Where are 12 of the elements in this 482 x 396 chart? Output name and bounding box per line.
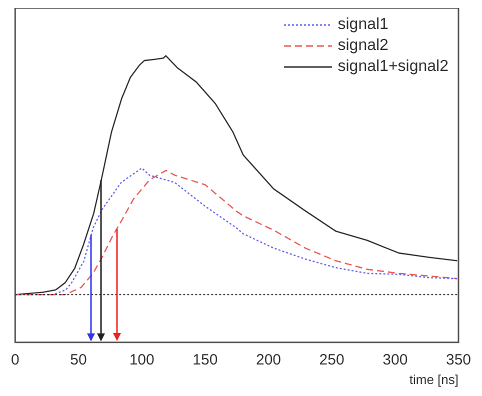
x-tick-label: 350 xyxy=(446,352,471,369)
x-tick-label: 250 xyxy=(319,352,344,369)
legend-label: signal2 xyxy=(338,36,388,56)
x-tick-label: 50 xyxy=(70,352,87,369)
legend-label: signal1 xyxy=(338,15,388,35)
x-tick-label: 200 xyxy=(256,352,282,369)
x-tick-label: 150 xyxy=(192,352,218,369)
x-tick-label: 100 xyxy=(129,352,154,369)
x-tick-label: 300 xyxy=(382,352,408,369)
legend-label: signal1+signal2 xyxy=(338,57,448,77)
x-tick-label: 0 xyxy=(11,352,20,369)
x-axis-title: time [ns] xyxy=(409,372,458,387)
